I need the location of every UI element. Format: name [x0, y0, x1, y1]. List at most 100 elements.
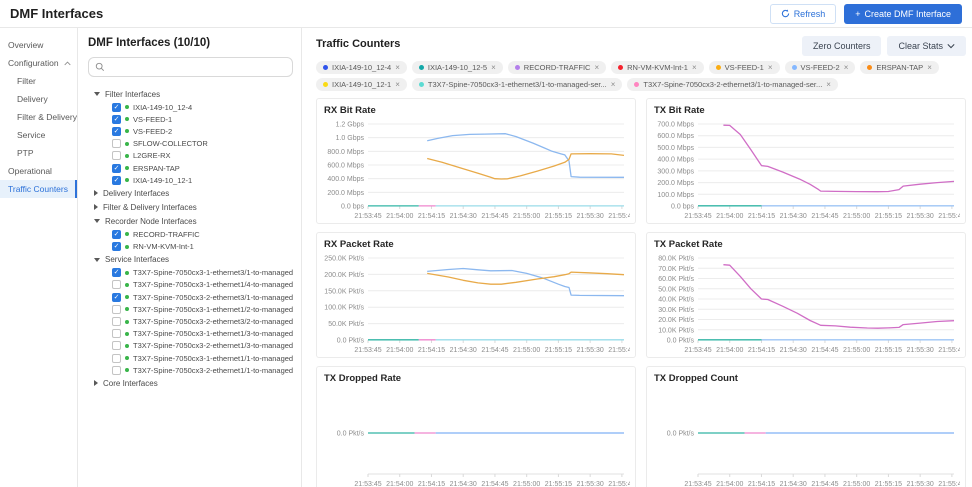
- remove-tag-icon[interactable]: ×: [594, 64, 599, 72]
- svg-text:21:55:30: 21:55:30: [577, 213, 604, 220]
- series-color-dot: [634, 82, 639, 87]
- checkbox-sflow-collector[interactable]: [112, 139, 121, 148]
- tag-label: RECORD-TRAFFIC: [524, 63, 591, 72]
- search-input[interactable]: [109, 63, 286, 72]
- tag-t3x7-spine-7050cx3-2-ethernet3-1-to-managed-ser[interactable]: T3X7-Spine-7050cx3-2-ethernet3/1-to-mana…: [627, 78, 838, 91]
- remove-tag-icon[interactable]: ×: [491, 64, 496, 72]
- svg-text:21:54:15: 21:54:15: [418, 213, 445, 220]
- svg-text:21:55:15: 21:55:15: [545, 481, 572, 487]
- expand-icon: [94, 190, 98, 196]
- refresh-button[interactable]: Refresh: [770, 4, 837, 24]
- tag-label: VS-FEED-2: [801, 63, 840, 72]
- checkbox-t3x7-spine-7050cx3-1-ethernet1-2-to-managed-service[interactable]: [112, 305, 121, 314]
- tag-label: T3X7-Spine-7050cx3-1-ethernet3/1-to-mana…: [428, 80, 607, 89]
- series-color-dot: [716, 65, 721, 70]
- remove-tag-icon[interactable]: ×: [844, 64, 849, 72]
- svg-text:21:55:15: 21:55:15: [545, 347, 572, 354]
- series-line-record-traffic: [723, 125, 954, 192]
- header-actions: Refresh + Create DMF Interface: [770, 4, 962, 24]
- checkbox-t3x7-spine-7050cx3-1-ethernet3-1-to-managed-service[interactable]: ✓: [112, 268, 121, 277]
- checkbox-t3x7-spine-7050cx3-2-ethernet3-2-to-managed-service[interactable]: [112, 317, 121, 326]
- checkbox-rn-vm-kvm-int-1[interactable]: ✓: [112, 242, 121, 251]
- tree-group-filter-delivery-interfaces[interactable]: Filter & Delivery Interfaces: [88, 200, 293, 214]
- tree-leaf-sflow-collector: SFLOW-COLLECTOR: [88, 138, 293, 150]
- svg-text:21:54:45: 21:54:45: [811, 481, 838, 487]
- checkbox-ixia-149-10-12-4[interactable]: ✓: [112, 103, 121, 112]
- tag-t3x7-spine-7050cx3-1-ethernet3-1-to-managed-ser[interactable]: T3X7-Spine-7050cx3-1-ethernet3/1-to-mana…: [412, 78, 623, 91]
- collapse-icon: [94, 219, 100, 223]
- checkbox-t3x7-spine-7050cx3-1-ethernet1-4-to-managed-service[interactable]: [112, 280, 121, 289]
- chart-card-tx-bit-rate: TX Bit Rate0.0 bps100.0 Mbps200.0 Mbps30…: [646, 98, 966, 224]
- remove-tag-icon[interactable]: ×: [927, 64, 932, 72]
- svg-text:21:53:45: 21:53:45: [684, 347, 711, 354]
- page-title: DMF Interfaces: [10, 6, 103, 21]
- svg-text:0.0 Pkt/s: 0.0 Pkt/s: [337, 338, 365, 345]
- tree-leaf-label: T3X7-Spine-7050cx3-1-ethernet1/3-to-mana…: [133, 329, 293, 338]
- sidebar-item-label: Operational: [8, 166, 52, 176]
- series-color-dot: [792, 65, 797, 70]
- tag-erspan-tap[interactable]: ERSPAN-TAP ×: [860, 61, 939, 74]
- svg-text:21:55:45: 21:55:45: [938, 481, 960, 487]
- sidebar-item-delivery[interactable]: Delivery: [0, 90, 77, 108]
- remove-tag-icon[interactable]: ×: [395, 81, 400, 89]
- remove-tag-icon[interactable]: ×: [611, 81, 616, 89]
- sidebar-item-overview[interactable]: Overview: [0, 36, 77, 54]
- remove-tag-icon[interactable]: ×: [395, 64, 400, 72]
- status-dot: [125, 245, 129, 249]
- tree-leaf-ixia-149-10-12-4: ✓IXIA-149-10_12-4: [88, 101, 293, 113]
- checkbox-l2gre-rx[interactable]: [112, 151, 121, 160]
- svg-text:21:55:45: 21:55:45: [608, 481, 630, 487]
- sidebar-item-ptp[interactable]: PTP: [0, 144, 77, 162]
- tree-leaf-t3x7-spine-7050cx3-1-ethernet3-1-to-managed-service: ✓T3X7-Spine-7050cx3-1-ethernet3/1-to-man…: [88, 267, 293, 279]
- svg-text:21:55:15: 21:55:15: [875, 213, 902, 220]
- create-dmf-interface-button[interactable]: + Create DMF Interface: [844, 4, 962, 24]
- tag-label: ERSPAN-TAP: [876, 63, 923, 72]
- sidebar-item-configuration[interactable]: Configuration: [0, 54, 77, 72]
- checkbox-ixia-149-10-12-1[interactable]: ✓: [112, 176, 121, 185]
- checkbox-erspan-tap[interactable]: ✓: [112, 164, 121, 173]
- tag-vs-feed-1[interactable]: VS-FEED-1×: [709, 61, 780, 74]
- svg-text:10.0K Pkt/s: 10.0K Pkt/s: [658, 327, 694, 334]
- sidebar-item-filter[interactable]: Filter: [0, 72, 77, 90]
- sidebar-item-filter-delivery[interactable]: Filter & Delivery: [0, 108, 77, 126]
- sidebar-item-operational[interactable]: Operational: [0, 162, 77, 180]
- tree-leaf-l2gre-rx: L2GRE-RX: [88, 150, 293, 162]
- checkbox-vs-feed-1[interactable]: ✓: [112, 115, 121, 124]
- checkbox-t3x7-spine-7050cx3-2-ethernet1-3-to-managed-service[interactable]: [112, 341, 121, 350]
- tag-ixia-149-10-12-5[interactable]: IXIA-149-10_12-5×: [412, 61, 503, 74]
- checkbox-record-traffic[interactable]: ✓: [112, 230, 121, 239]
- sidebar-item-traffic-counters[interactable]: Traffic Counters: [0, 180, 77, 198]
- search-box[interactable]: [88, 57, 293, 77]
- tag-record-traffic[interactable]: RECORD-TRAFFIC×: [508, 61, 606, 74]
- remove-tag-icon[interactable]: ×: [826, 81, 831, 89]
- tree-group-recorder-node-interfaces[interactable]: Recorder Node Interfaces: [88, 214, 293, 228]
- tree-group-service-interfaces[interactable]: Service Interfaces: [88, 253, 293, 267]
- zero-counters-button[interactable]: Zero Counters: [802, 36, 882, 56]
- tree-group-filter-interfaces[interactable]: Filter Interfaces: [88, 87, 293, 101]
- tree-group-core-interfaces[interactable]: Core Interfaces: [88, 376, 293, 390]
- checkbox-t3x7-spine-7050cx3-1-ethernet1-1-to-managed-service[interactable]: [112, 354, 121, 363]
- checkbox-t3x7-spine-7050cx3-2-ethernet1-1-to-managed-service[interactable]: [112, 366, 121, 375]
- svg-text:0.0 Pkt/s: 0.0 Pkt/s: [667, 338, 695, 345]
- tree-group-label: Service Interfaces: [105, 255, 169, 264]
- sidebar-item-service[interactable]: Service: [0, 126, 77, 144]
- tag-ixia-149-10-12-1[interactable]: IXIA-149-10_12-1×: [316, 78, 407, 91]
- chart-card-rx-packet-rate: RX Packet Rate0.0 Pkt/s50.0K Pkt/s100.0K…: [316, 232, 636, 358]
- clear-stats-button[interactable]: Clear Stats: [887, 36, 966, 56]
- tree-leaf-t3x7-spine-7050cx3-2-ethernet3-2-to-managed-service: T3X7-Spine-7050cx3-2-ethernet3/2-to-mana…: [88, 315, 293, 327]
- tag-rn-vm-kvm-int-1[interactable]: RN-VM-KVM-Int-1×: [611, 61, 704, 74]
- tag-vs-feed-2[interactable]: VS-FEED-2 ×: [785, 61, 856, 74]
- remove-tag-icon[interactable]: ×: [692, 64, 697, 72]
- tree-group-delivery-interfaces[interactable]: Delivery Interfaces: [88, 186, 293, 200]
- svg-text:30.0K Pkt/s: 30.0K Pkt/s: [658, 307, 694, 314]
- sidebar-item-label: Filter & Delivery: [17, 112, 77, 122]
- top-header: DMF Interfaces Refresh + Create DMF Inte…: [0, 0, 972, 28]
- tag-ixia-149-10-12-4[interactable]: IXIA-149-10_12-4×: [316, 61, 407, 74]
- checkbox-t3x7-spine-7050cx3-1-ethernet1-3-to-managed-service[interactable]: [112, 329, 121, 338]
- checkbox-vs-feed-2[interactable]: ✓: [112, 127, 121, 136]
- remove-tag-icon[interactable]: ×: [768, 64, 773, 72]
- interfaces-panel-title: DMF Interfaces (10/10): [88, 37, 293, 49]
- checkbox-t3x7-spine-7050cx3-2-ethernet3-1-to-managed-service[interactable]: ✓: [112, 293, 121, 302]
- svg-text:50.0K Pkt/s: 50.0K Pkt/s: [658, 286, 694, 293]
- sidebar-item-label: Configuration: [8, 58, 59, 68]
